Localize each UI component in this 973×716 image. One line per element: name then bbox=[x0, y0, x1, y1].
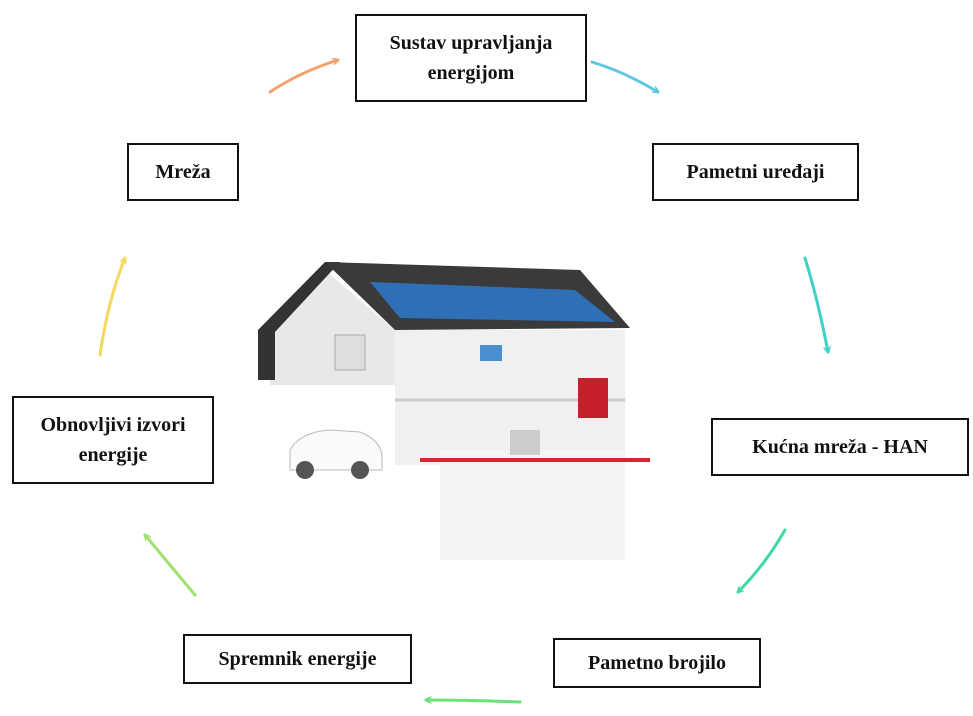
node-label: energije bbox=[79, 440, 148, 470]
node-label: Obnovljivi izvori bbox=[41, 410, 186, 440]
node-box: Mreža bbox=[127, 143, 239, 201]
arrow bbox=[100, 258, 125, 355]
node-box: Pametni uređaji bbox=[652, 143, 859, 201]
arrow bbox=[270, 60, 338, 92]
arrow bbox=[145, 535, 195, 595]
node-label: Spremnik energije bbox=[219, 644, 377, 674]
arrow bbox=[805, 258, 828, 352]
node-box: Spremnik energije bbox=[183, 634, 412, 684]
node-label: Kućna mreža - HAN bbox=[752, 432, 928, 462]
arrow bbox=[592, 62, 658, 92]
arrow bbox=[738, 530, 785, 592]
node-label: energijom bbox=[428, 58, 515, 88]
arrow bbox=[426, 700, 520, 702]
node-label: Mreža bbox=[155, 157, 210, 187]
illustration bbox=[0, 0, 973, 716]
diagram: Sustav upravljanjaenergijom Mreža Pametn… bbox=[0, 0, 973, 716]
house bbox=[258, 262, 650, 560]
node-label: Pametno brojilo bbox=[588, 648, 726, 678]
node-box: Kućna mreža - HAN bbox=[711, 418, 969, 476]
node-label: Sustav upravljanja bbox=[390, 28, 553, 58]
node-box: Pametno brojilo bbox=[553, 638, 761, 688]
node-label: Pametni uređaji bbox=[687, 157, 825, 187]
